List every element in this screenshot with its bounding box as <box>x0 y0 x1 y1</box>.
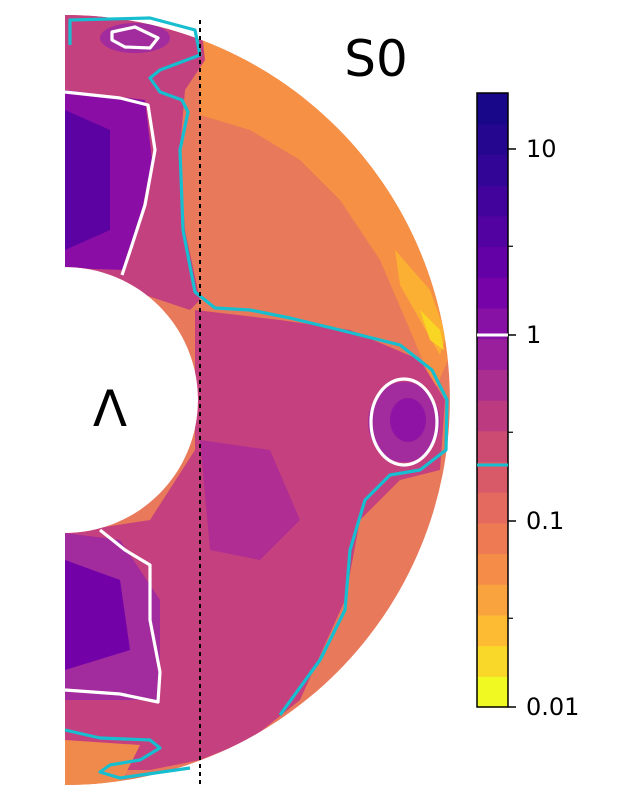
surface-yellow-spot <box>420 310 444 350</box>
colorbar-band <box>477 400 508 432</box>
colorbar-band <box>477 645 508 677</box>
colorbar-band <box>477 154 508 186</box>
white-contour-top-blob <box>110 25 160 50</box>
contours <box>64 16 449 780</box>
colorbar-band <box>477 338 508 370</box>
colorbar-band <box>477 614 508 647</box>
white-contour-vortex <box>369 377 439 467</box>
white-contour-lower-left <box>64 528 162 704</box>
inner-core-label: Λ <box>93 380 127 438</box>
colorbar-tick-label: 0.01 <box>526 693 579 721</box>
cyan-contour-lower <box>64 728 191 780</box>
colorbar-ticks: 0.01 0.1 1 10 <box>508 135 579 721</box>
white-contour-upper-left <box>64 90 157 276</box>
colorbar-band <box>477 553 508 585</box>
colorbar-band <box>477 430 508 462</box>
colorbar-band <box>477 246 508 278</box>
colorbar-frame <box>476 92 509 708</box>
colorbar-tick-label: 10 <box>526 135 557 163</box>
chart-title: S0 <box>344 30 408 88</box>
colorbar-band <box>477 369 508 401</box>
outer-orange-band <box>200 20 448 390</box>
vortex-inner <box>390 398 426 442</box>
upper-darkest-purple <box>65 110 110 250</box>
colorbar-band <box>477 215 508 248</box>
colorbar-band <box>477 277 508 309</box>
lower-orange-patch <box>65 740 140 785</box>
colorbar: 0.01 0.1 1 10 <box>476 92 579 721</box>
colorbar-contour-marks <box>477 333 508 467</box>
colorbar-band <box>477 93 508 125</box>
colorbar-tick-label: 0.1 <box>526 507 564 535</box>
equatorial-purple-patch <box>200 440 300 560</box>
colorbar-band <box>477 522 508 555</box>
colorbar-band <box>477 492 508 524</box>
colorbar-band <box>477 185 508 217</box>
colorbar-tick-label: 1 <box>526 321 541 349</box>
colorbar-bands <box>477 93 508 708</box>
cyan-contour-upper <box>68 16 449 716</box>
colorbar-band <box>477 676 508 708</box>
lower-deep-purple <box>65 560 130 670</box>
colorbar-band <box>477 123 508 155</box>
colorbar-band <box>477 461 508 493</box>
colorbar-band <box>477 584 508 616</box>
